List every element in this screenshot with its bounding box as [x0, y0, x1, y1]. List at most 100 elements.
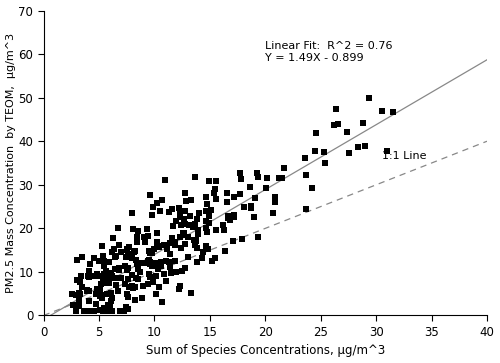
Point [145, 271, 153, 277]
Point [128, 255, 136, 261]
Point [93, 271, 101, 277]
Point [96, 293, 104, 299]
Point [98, 279, 106, 285]
Point [78, 254, 86, 260]
Point [210, 190, 218, 196]
Point [224, 190, 232, 196]
Point [187, 197, 195, 203]
Point [320, 150, 328, 155]
Point [124, 306, 132, 312]
Point [73, 277, 81, 283]
Point [275, 175, 283, 180]
Point [115, 265, 123, 271]
Point [114, 225, 122, 231]
Point [184, 234, 192, 240]
Point [104, 277, 112, 282]
Point [120, 308, 128, 314]
Point [194, 231, 202, 237]
Point [383, 148, 391, 154]
Point [250, 215, 258, 220]
Text: Linear Fit:  R^2 = 0.76
Y = 1.49X - 0.899: Linear Fit: R^2 = 0.76 Y = 1.49X - 0.899 [266, 41, 393, 63]
Y-axis label: PM2.5 Mass Concentration  by TEOM,  μg/m^3: PM2.5 Mass Concentration by TEOM, μg/m^3 [6, 33, 16, 293]
Point [98, 295, 106, 301]
Point [148, 212, 156, 218]
Point [76, 273, 84, 279]
Point [167, 270, 175, 276]
Point [85, 298, 93, 304]
Point [176, 234, 184, 240]
Point [161, 178, 169, 183]
Point [153, 200, 161, 206]
Point [76, 290, 84, 295]
Point [182, 208, 190, 214]
Point [220, 228, 228, 233]
Point [88, 273, 96, 278]
Point [342, 129, 350, 134]
Point [144, 233, 152, 239]
Point [136, 270, 143, 276]
Point [115, 267, 123, 273]
Point [111, 266, 119, 272]
Point [202, 218, 209, 224]
Point [302, 155, 310, 160]
Point [191, 221, 199, 227]
Point [134, 276, 142, 282]
Point [334, 121, 342, 127]
Point [90, 308, 98, 314]
Point [158, 299, 166, 305]
Point [150, 279, 158, 285]
Point [124, 265, 132, 271]
Point [102, 308, 110, 314]
Point [84, 274, 92, 280]
Point [122, 291, 130, 297]
Point [204, 246, 212, 252]
Point [118, 249, 126, 254]
Point [124, 251, 132, 257]
Point [107, 290, 115, 296]
Point [154, 284, 162, 290]
Point [172, 242, 179, 248]
Point [179, 230, 187, 236]
Point [112, 282, 120, 288]
Point [172, 269, 179, 274]
Point [312, 130, 320, 136]
Point [88, 308, 96, 314]
Point [212, 256, 220, 261]
Point [202, 242, 210, 248]
Point [212, 186, 220, 192]
Point [204, 213, 212, 219]
Point [246, 203, 254, 208]
Point [142, 226, 150, 232]
Point [156, 208, 164, 214]
Point [224, 213, 232, 219]
Point [138, 283, 146, 289]
Point [98, 281, 106, 287]
Point [116, 308, 124, 314]
Point [162, 278, 170, 284]
Point [171, 258, 179, 264]
Point [179, 233, 187, 238]
Point [230, 212, 237, 218]
Point [238, 236, 246, 242]
Point [172, 241, 179, 247]
Point [114, 289, 122, 294]
Point [109, 235, 117, 241]
Point [366, 95, 374, 101]
Point [176, 283, 184, 289]
Point [74, 257, 82, 262]
Point [359, 121, 367, 126]
Point [116, 308, 124, 314]
Point [72, 292, 80, 298]
Point [144, 258, 152, 264]
Point [280, 166, 288, 171]
Point [269, 210, 277, 216]
Point [76, 279, 84, 285]
Point [72, 308, 80, 314]
Point [193, 216, 201, 222]
Point [176, 215, 184, 220]
Point [96, 287, 104, 293]
Point [154, 266, 162, 272]
Point [124, 276, 132, 282]
Point [154, 230, 162, 236]
Point [98, 258, 106, 264]
